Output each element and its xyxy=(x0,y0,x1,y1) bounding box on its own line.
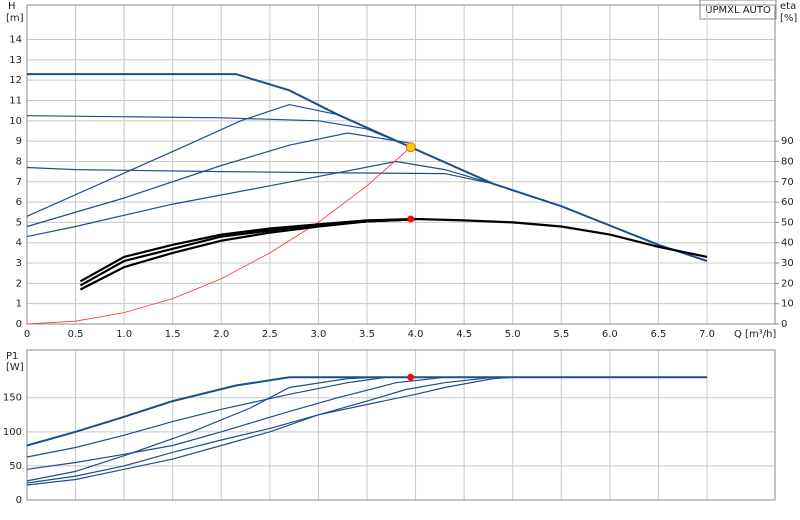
plot-frame xyxy=(26,349,776,501)
plot-frame xyxy=(26,4,776,325)
x-tick-label: 2.0 xyxy=(213,329,229,340)
curve xyxy=(26,132,411,228)
y-tick-label: 2 xyxy=(16,278,22,289)
operating-point xyxy=(405,142,416,153)
x-tick-label: 5.0 xyxy=(505,329,521,340)
y2-tick-label: 50 xyxy=(781,217,794,228)
x-tick-label: 4.5 xyxy=(456,329,472,340)
curve xyxy=(26,376,445,470)
x-tick-label: 7.0 xyxy=(699,329,715,340)
curve xyxy=(26,376,377,482)
x-tick-label: 3.5 xyxy=(359,329,375,340)
x-tick-label: 4.0 xyxy=(408,329,424,340)
y2-label: eta xyxy=(780,1,796,12)
curve xyxy=(26,376,387,458)
y-tick-label: 8 xyxy=(16,156,22,167)
operating-point xyxy=(407,215,415,223)
y-tick-label: 1 xyxy=(16,299,22,310)
y-tick-label: 9 xyxy=(16,136,22,147)
y-tick-label: 11 xyxy=(9,95,22,106)
curve xyxy=(26,160,494,238)
x-label: Q [m³/h] xyxy=(734,329,776,340)
y-tick-label: 150 xyxy=(3,393,22,404)
x-tick-label: 0.5 xyxy=(68,329,84,340)
y-tick-label: 5 xyxy=(16,217,22,228)
x-tick-label: 1.5 xyxy=(165,329,181,340)
curve xyxy=(26,115,411,148)
x-tick-label: 0 xyxy=(24,329,30,340)
y2-tick-label: 0 xyxy=(781,319,787,330)
y-tick-label: 100 xyxy=(3,427,22,438)
y2-tick-label: 30 xyxy=(781,258,794,269)
y-tick-label: 0 xyxy=(16,319,22,330)
operating-point xyxy=(407,373,415,381)
curve xyxy=(26,376,513,486)
y-tick-label: 13 xyxy=(9,55,22,66)
x-tick-label: 3.0 xyxy=(310,329,326,340)
y2-tick-label: 80 xyxy=(781,156,794,167)
y2-tick-label: 20 xyxy=(781,278,794,289)
curve xyxy=(26,376,494,484)
curve xyxy=(26,103,339,217)
y2-tick-label: 60 xyxy=(781,197,794,208)
x-tick-label: 5.5 xyxy=(553,329,569,340)
y-tick-label: 3 xyxy=(16,258,22,269)
y-label: P1 xyxy=(6,351,18,362)
x-tick-label: 1.0 xyxy=(116,329,132,340)
curve xyxy=(79,218,416,291)
curve xyxy=(26,166,494,185)
x-tick-label: 2.5 xyxy=(262,329,278,340)
y2-tick-label: 40 xyxy=(781,238,794,249)
x-tick-label: 6.0 xyxy=(602,329,618,340)
y-tick-label: 10 xyxy=(9,116,22,127)
annotation: UPMXL AUTO xyxy=(705,5,771,16)
y-tick-label: 12 xyxy=(9,75,22,86)
y2-tick-label: 10 xyxy=(781,299,794,310)
y-tick-label: 4 xyxy=(16,238,22,249)
curve xyxy=(26,146,411,325)
y-label: H xyxy=(8,1,16,12)
x-tick-label: 6.5 xyxy=(650,329,666,340)
y2-unit: [%] xyxy=(780,13,797,24)
curve xyxy=(79,218,416,287)
y-tick-label: 7 xyxy=(16,177,22,188)
y-unit: [m] xyxy=(6,13,24,24)
y-tick-label: 50 xyxy=(9,461,22,472)
y2-tick-label: 70 xyxy=(781,177,794,188)
y-tick-label: 6 xyxy=(16,197,22,208)
y-tick-label: 14 xyxy=(9,35,22,46)
curve xyxy=(79,217,708,283)
y-unit: [W] xyxy=(6,362,24,373)
y2-tick-label: 90 xyxy=(781,136,794,147)
y-tick-label: 0 xyxy=(16,495,22,506)
curve xyxy=(26,376,707,447)
